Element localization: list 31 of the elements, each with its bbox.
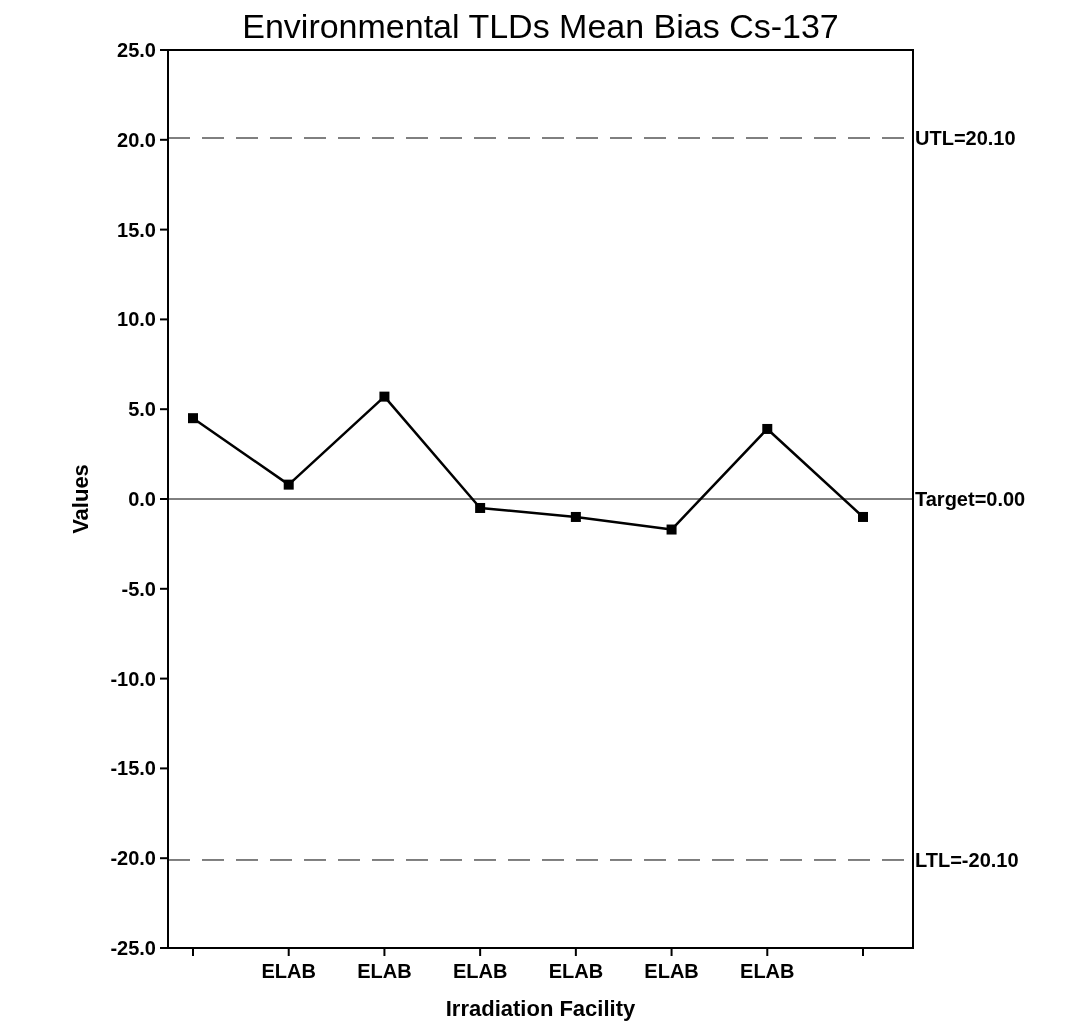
x-tick-label: ELAB bbox=[261, 960, 316, 982]
x-tick-label: ELAB bbox=[740, 960, 795, 982]
point bbox=[283, 479, 294, 490]
y-tick-label: 15.0 bbox=[117, 218, 156, 241]
chart-title: Environmental TLDs Mean Bias Cs-137 bbox=[242, 7, 839, 45]
x-tick-label: ELAB bbox=[357, 960, 412, 982]
x-tick-label: ELAB bbox=[644, 960, 699, 982]
point bbox=[570, 511, 581, 522]
point bbox=[858, 511, 868, 522]
point bbox=[762, 423, 773, 434]
x-axis-title: Irradiation Facility bbox=[445, 996, 637, 1021]
ref-line-label: UTL=20.10 bbox=[915, 127, 1016, 149]
ref-line-label: Target=0.00 bbox=[915, 488, 1026, 510]
x-tick-label: ELAB bbox=[452, 960, 508, 982]
point bbox=[188, 413, 198, 424]
y-tick-label: -10.0 bbox=[110, 667, 156, 690]
y-tick-label: -20.0 bbox=[110, 847, 156, 870]
ref-line-label: LTL=-20.10 bbox=[915, 849, 1019, 871]
y-tick-label: 10.0 bbox=[117, 308, 156, 331]
point bbox=[475, 502, 486, 513]
point bbox=[379, 391, 390, 402]
y-tick-label: -5.0 bbox=[121, 577, 156, 600]
y-tick-label: -25.0 bbox=[110, 937, 156, 959]
y-tick-label: -15.0 bbox=[110, 757, 156, 780]
x-tick-label: ELAB bbox=[548, 960, 604, 982]
y-axis-title: Values bbox=[68, 464, 93, 534]
y-tick-label: 5.0 bbox=[128, 398, 156, 421]
y-tick-label: 20.0 bbox=[117, 128, 156, 151]
y-tick-label: 25.0 bbox=[117, 39, 156, 61]
point bbox=[666, 524, 677, 535]
y-tick-label: 0.0 bbox=[128, 488, 156, 510]
